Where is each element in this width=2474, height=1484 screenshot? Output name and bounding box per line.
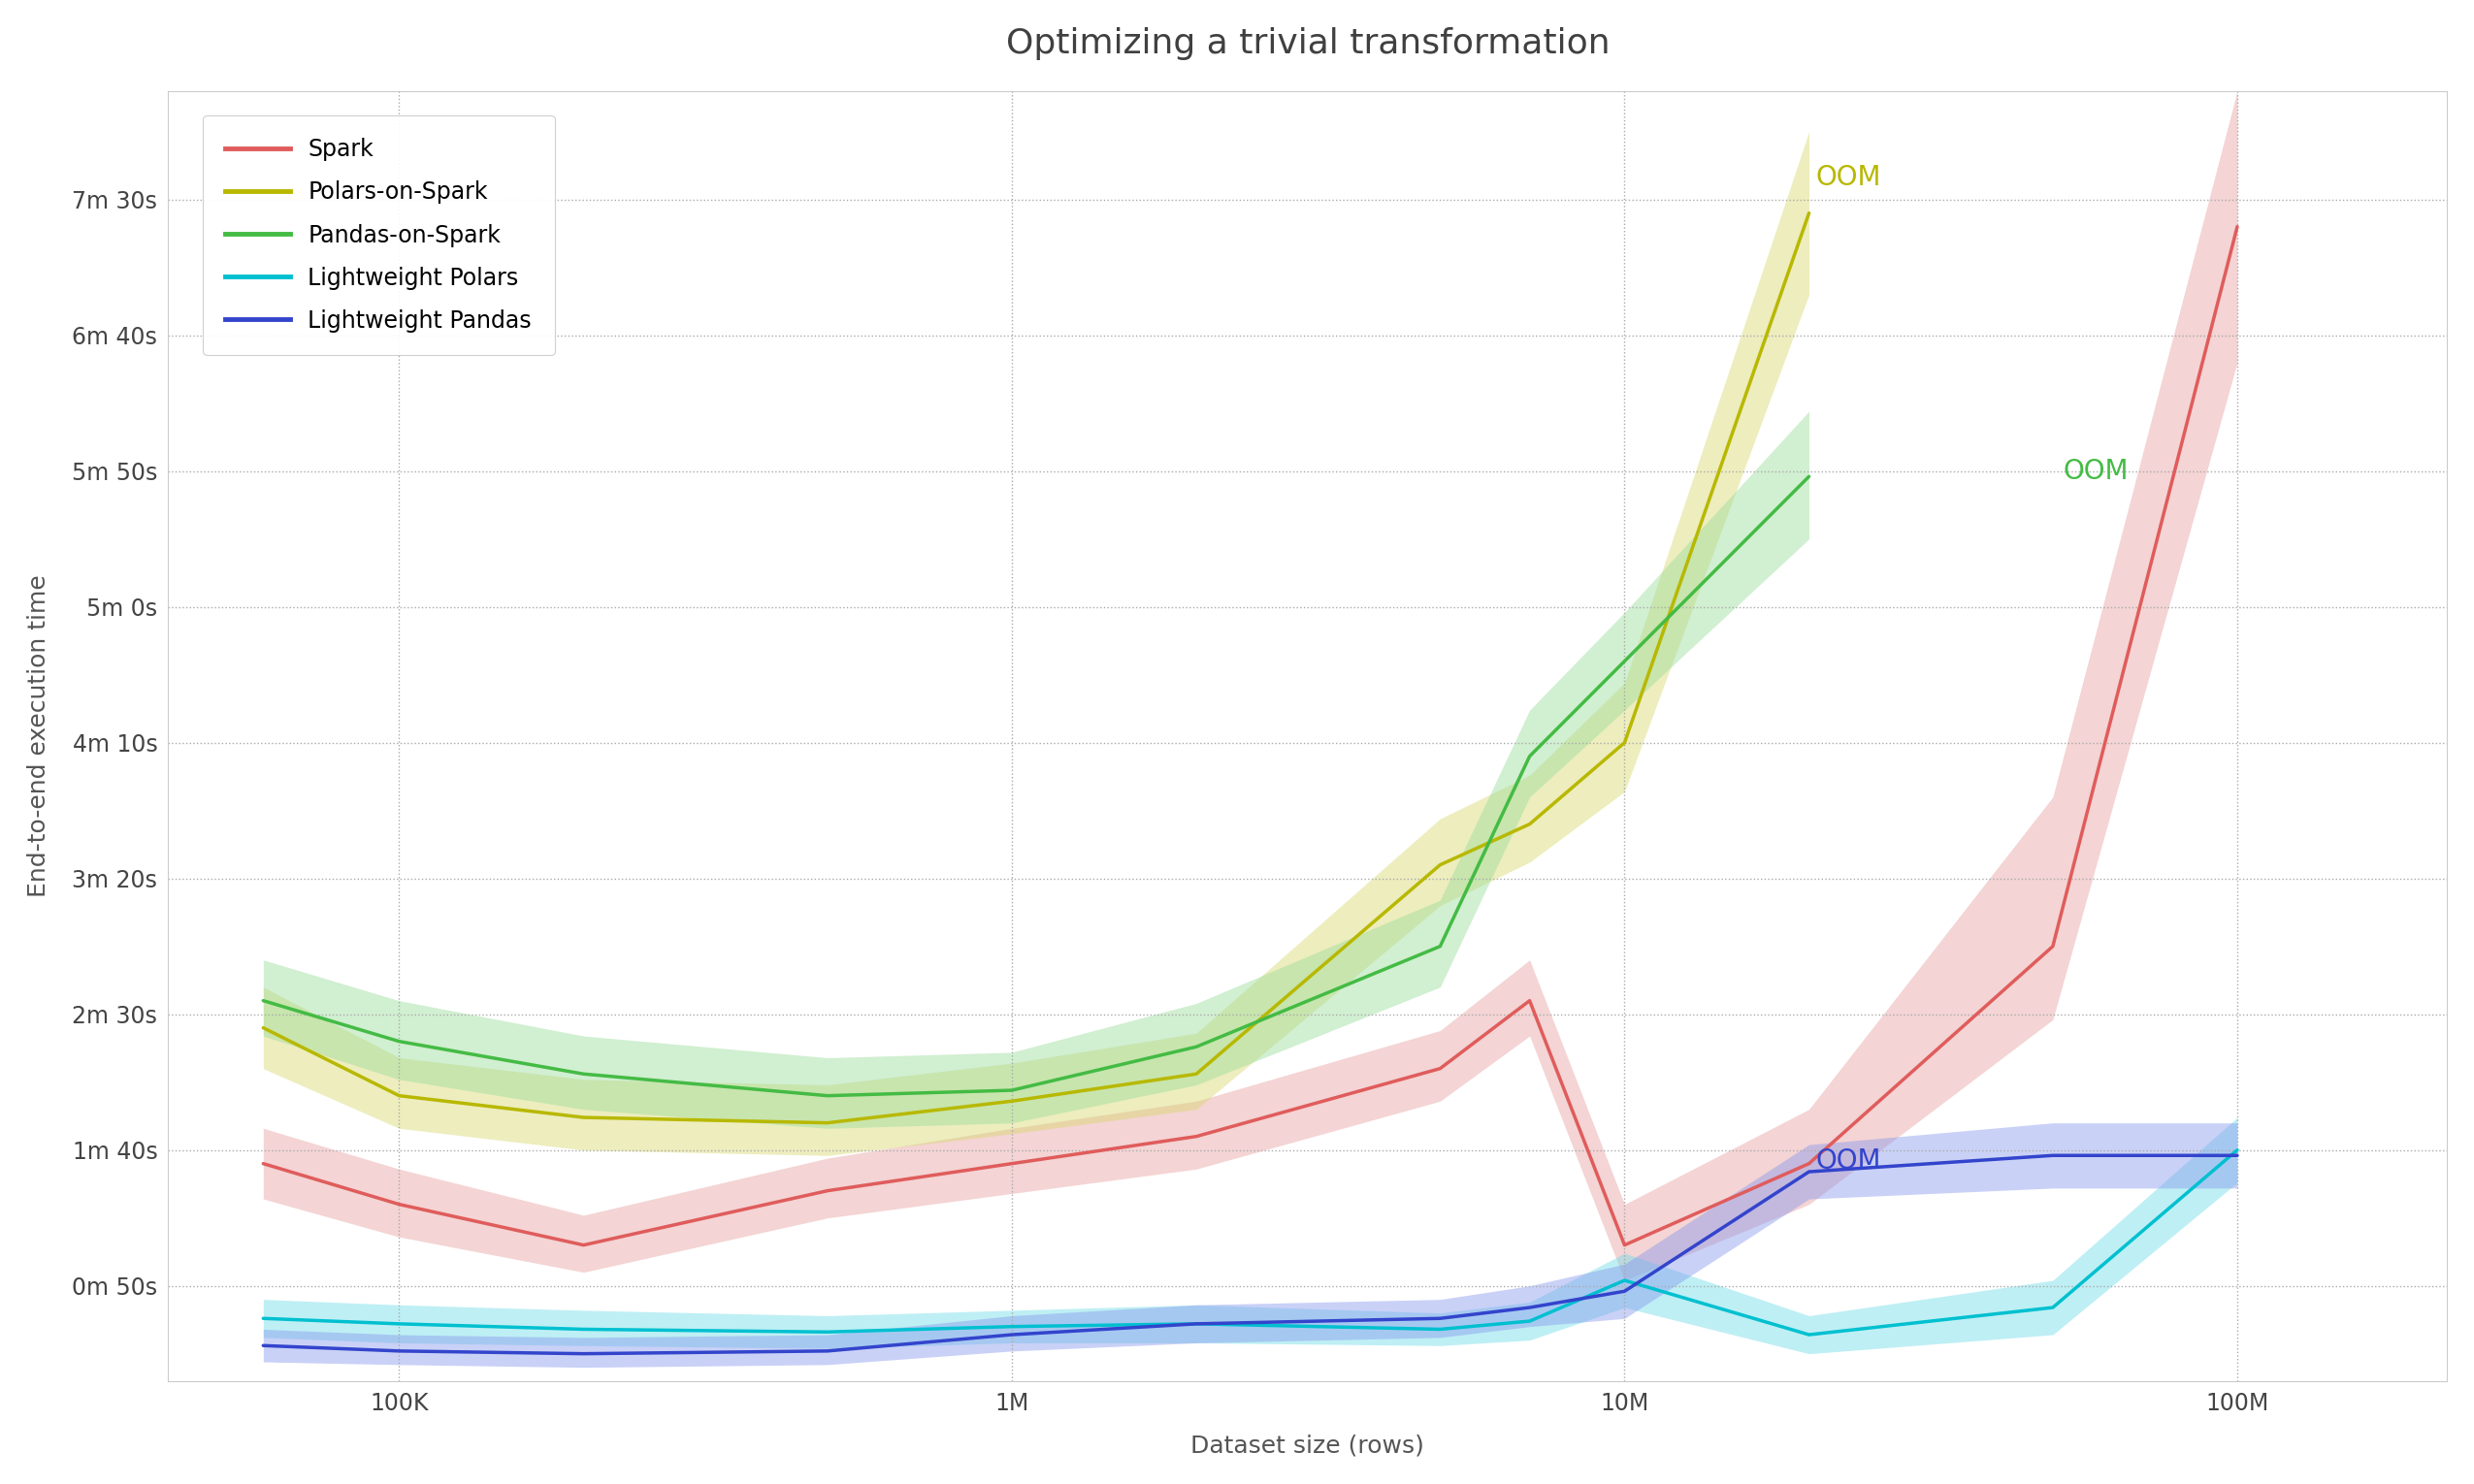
Lightweight Polars: [811, 1324, 841, 1342]
Lightweight Pandas: [1611, 1282, 1640, 1300]
Pandas-on-Spark: [1183, 1037, 1212, 1055]
X-axis label: Dataset size (rows): Dataset size (rows): [1190, 1434, 1425, 1457]
Pandas-on-Spark: [1425, 938, 1455, 956]
Pandas-on-Spark: [383, 1033, 413, 1051]
Spark: [997, 1155, 1027, 1172]
Spark: [1794, 1155, 1823, 1172]
Spark: [1611, 1236, 1640, 1254]
Lightweight Polars: [383, 1315, 413, 1333]
Pandas-on-Spark: [1514, 748, 1544, 766]
Lightweight Pandas: [2039, 1147, 2068, 1165]
Pandas-on-Spark: [1611, 653, 1640, 671]
Lightweight Pandas: [1425, 1309, 1455, 1327]
Polars-on-Spark: [247, 1020, 277, 1037]
Polars-on-Spark: [1794, 205, 1823, 223]
Lightweight Polars: [2039, 1298, 2068, 1316]
Line: Lightweight Pandas: Lightweight Pandas: [262, 1156, 2236, 1353]
Lightweight Pandas: [383, 1342, 413, 1359]
Line: Spark: Spark: [262, 227, 2236, 1245]
Polars-on-Spark: [997, 1092, 1027, 1110]
Polars-on-Spark: [383, 1086, 413, 1104]
Polars-on-Spark: [1183, 1066, 1212, 1083]
Spark: [2222, 218, 2251, 236]
Pandas-on-Spark: [569, 1066, 599, 1083]
Spark: [1183, 1128, 1212, 1146]
Spark: [383, 1196, 413, 1214]
Text: OOM: OOM: [1816, 1147, 1880, 1174]
Lightweight Pandas: [1183, 1315, 1212, 1333]
Lightweight Pandas: [1514, 1298, 1544, 1316]
Line: Lightweight Polars: Lightweight Polars: [262, 1150, 2236, 1334]
Lightweight Pandas: [997, 1325, 1027, 1343]
Spark: [1425, 1060, 1455, 1077]
Polars-on-Spark: [569, 1109, 599, 1126]
Polars-on-Spark: [1611, 733, 1640, 751]
Polars-on-Spark: [1514, 815, 1544, 833]
Lightweight Pandas: [569, 1345, 599, 1362]
Lightweight Polars: [1514, 1312, 1544, 1330]
Lightweight Polars: [1425, 1321, 1455, 1339]
Lightweight Polars: [997, 1318, 1027, 1336]
Y-axis label: End-to-end execution time: End-to-end execution time: [27, 574, 49, 898]
Spark: [569, 1236, 599, 1254]
Title: Optimizing a trivial transformation: Optimizing a trivial transformation: [1004, 27, 1611, 59]
Lightweight Polars: [1183, 1315, 1212, 1333]
Text: OOM: OOM: [1816, 165, 1880, 191]
Spark: [2039, 938, 2068, 956]
Lightweight Polars: [2222, 1141, 2251, 1159]
Pandas-on-Spark: [811, 1086, 841, 1104]
Lightweight Pandas: [811, 1342, 841, 1359]
Legend: Spark, Polars-on-Spark, Pandas-on-Spark, Lightweight Polars, Lightweight Pandas: Spark, Polars-on-Spark, Pandas-on-Spark,…: [203, 116, 554, 355]
Lightweight Pandas: [247, 1337, 277, 1355]
Line: Pandas-on-Spark: Pandas-on-Spark: [262, 476, 1808, 1095]
Lightweight Polars: [1794, 1325, 1823, 1343]
Lightweight Polars: [1611, 1272, 1640, 1290]
Lightweight Polars: [247, 1309, 277, 1327]
Pandas-on-Spark: [247, 991, 277, 1009]
Polars-on-Spark: [811, 1114, 841, 1132]
Lightweight Pandas: [1794, 1163, 1823, 1181]
Text: OOM: OOM: [2063, 457, 2128, 485]
Spark: [247, 1155, 277, 1172]
Line: Polars-on-Spark: Polars-on-Spark: [262, 214, 1808, 1123]
Spark: [1514, 991, 1544, 1009]
Lightweight Polars: [569, 1321, 599, 1339]
Pandas-on-Spark: [997, 1082, 1027, 1100]
Spark: [811, 1181, 841, 1199]
Polars-on-Spark: [1425, 856, 1455, 874]
Pandas-on-Spark: [1794, 467, 1823, 485]
Lightweight Pandas: [2222, 1147, 2251, 1165]
